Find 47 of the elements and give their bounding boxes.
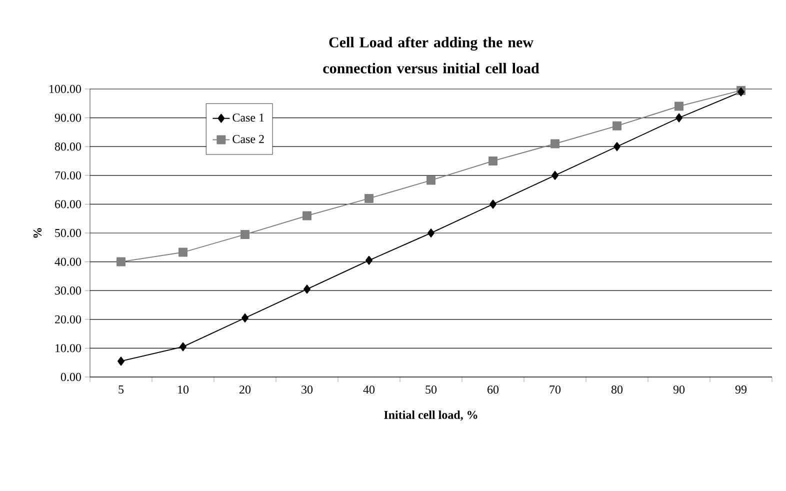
point (180, 342, 187, 352)
chart-title: Cell Load after adding the new connection versus initial cell load (323, 36, 540, 74)
y-tick-label: 10.00 (56, 344, 82, 352)
y-tick-label: 100.00 (50, 84, 82, 94)
point (240, 230, 250, 239)
point (242, 313, 249, 322)
x-tick-label: 5 (118, 386, 124, 394)
y-tick-label: 40.00 (54, 258, 82, 266)
y-tick-label: 70.00 (55, 171, 82, 180)
x-tick-label: 50 (426, 386, 437, 394)
point (550, 139, 560, 148)
x-axis-title: Initial cell load, % (384, 410, 478, 421)
point (488, 156, 498, 166)
x-tick-label: 80 (611, 386, 623, 394)
point (118, 356, 125, 366)
y-tick-label: 30.00 (55, 286, 82, 295)
x-tick-label: 90 (673, 386, 685, 394)
point (612, 121, 622, 130)
point (364, 194, 374, 203)
y-tick-label: 90.00 (54, 114, 82, 122)
x-tick-label: 60 (488, 386, 499, 394)
x-tick-label: 99 (735, 386, 747, 394)
point (116, 257, 126, 266)
x-tick-label: 20 (240, 386, 251, 394)
y-tick-label: 20.00 (55, 315, 82, 324)
point (614, 142, 621, 152)
y-tick-label: 50.00 (55, 228, 82, 238)
x-tick-label: 30 (302, 386, 313, 394)
legend-label: Case 1 (232, 114, 264, 122)
point (304, 284, 311, 294)
y-tick-label: 80.00 (54, 142, 82, 151)
y-tick-label: 0.00 (60, 372, 82, 382)
point (366, 256, 373, 265)
point (302, 211, 312, 220)
x-tick-label: 10 (178, 386, 189, 394)
point (676, 113, 683, 122)
point (178, 248, 188, 257)
point (490, 200, 497, 209)
y-axis-title: % (33, 228, 42, 238)
point (674, 102, 684, 111)
point (552, 170, 559, 180)
point (428, 228, 435, 238)
point (426, 176, 436, 185)
legend-label: Case 2 (232, 135, 264, 144)
x-tick-label: 70 (550, 386, 561, 394)
y-tick-label: 60.00 (54, 200, 82, 208)
x-tick-label: 40 (363, 386, 375, 394)
